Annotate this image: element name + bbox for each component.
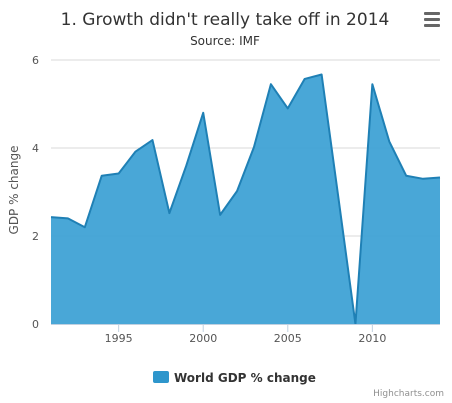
data-point-2010[interactable] <box>369 81 375 87</box>
data-point-1993[interactable] <box>82 224 88 230</box>
x-tick-label-2005: 2005 <box>274 332 302 345</box>
credits-link[interactable]: Highcharts.com <box>373 389 444 399</box>
data-point-1998[interactable] <box>166 210 172 216</box>
x-tick-label-1995: 1995 <box>105 332 133 345</box>
y-tick-label-4: 4 <box>32 142 39 155</box>
data-point-1994[interactable] <box>99 173 105 179</box>
x-axis: 1995 2000 2005 2010 <box>51 324 440 345</box>
chart-title: 1. Growth didn't really take off in 2014 <box>61 10 390 30</box>
menu-icon-bar-middle <box>424 18 440 21</box>
data-point-1999[interactable] <box>183 163 189 169</box>
series-area-world-gdp <box>51 74 440 325</box>
data-point-1991[interactable] <box>48 214 54 220</box>
data-point-2006[interactable] <box>302 76 308 82</box>
x-tick-label-2010: 2010 <box>358 332 386 345</box>
data-point-1992[interactable] <box>65 215 71 221</box>
data-point-2004[interactable] <box>268 81 274 87</box>
legend-item-world-gdp[interactable]: World GDP % change <box>153 371 316 385</box>
data-point-2011[interactable] <box>386 138 392 144</box>
plot-area <box>48 72 443 325</box>
series-line-world-gdp <box>50 73 441 325</box>
data-point-2013[interactable] <box>420 176 426 182</box>
hamburger-menu-icon[interactable] <box>424 12 440 27</box>
legend-swatch[interactable] <box>153 371 169 383</box>
data-point-2005[interactable] <box>285 105 291 111</box>
data-point-2014[interactable] <box>437 174 443 180</box>
menu-icon-bar-top <box>424 12 440 15</box>
y-axis: 0 2 4 6 <box>32 54 39 331</box>
data-point-2001[interactable] <box>217 212 223 218</box>
legend-label[interactable]: World GDP % change <box>174 371 316 385</box>
data-point-1995[interactable] <box>116 171 122 177</box>
data-point-2002[interactable] <box>234 188 240 194</box>
y-axis-title: GDP % change <box>7 146 21 235</box>
menu-icon-bar-bottom <box>424 24 440 27</box>
data-point-2000[interactable] <box>200 110 206 116</box>
y-tick-label-6: 6 <box>32 54 39 67</box>
chart-menu-button[interactable] <box>420 8 444 30</box>
data-point-1996[interactable] <box>133 149 139 155</box>
data-point-2008[interactable] <box>336 196 342 202</box>
data-point-2012[interactable] <box>403 173 409 179</box>
data-point-1997[interactable] <box>149 137 155 143</box>
x-tick-label-2000: 2000 <box>189 332 217 345</box>
y-tick-label-2: 2 <box>32 230 39 243</box>
y-tick-label-0: 0 <box>32 318 39 331</box>
chart-subtitle: Source: IMF <box>190 34 260 48</box>
data-point-2003[interactable] <box>251 144 257 150</box>
data-point-2007[interactable] <box>319 72 325 78</box>
